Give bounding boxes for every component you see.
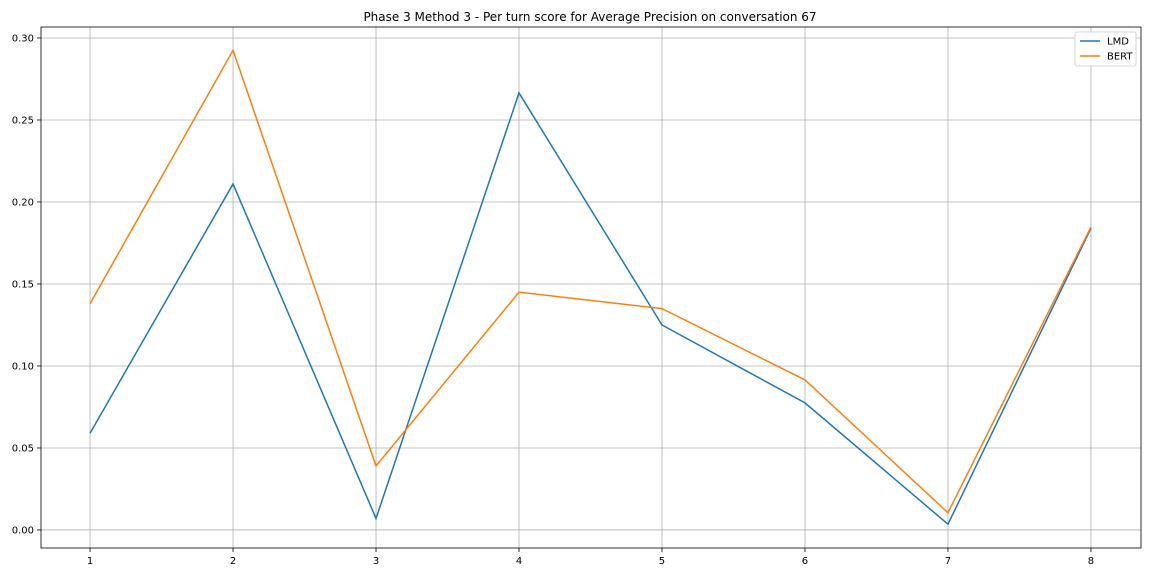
x-tick-label: 3 <box>373 556 379 567</box>
x-tick-label: 4 <box>516 556 522 567</box>
y-tick-label: 0.00 <box>12 525 34 536</box>
x-tick-label: 5 <box>659 556 665 567</box>
y-tick-label: 0.20 <box>12 197 34 208</box>
y-tick-label: 0.30 <box>12 33 34 44</box>
chart-title: Phase 3 Method 3 - Per turn score for Av… <box>363 10 816 24</box>
x-tick-label: 7 <box>945 556 951 567</box>
axis-ticks: 1 2 3 4 5 6 7 8 0.00 0.05 0.10 0.15 0.20 0.25 0.30 <box>12 33 1094 567</box>
y-tick-label: 0.05 <box>12 443 34 454</box>
y-tick-label: 0.25 <box>12 115 34 126</box>
legend-label: LMD <box>1107 37 1129 48</box>
legend-label: BERT <box>1107 52 1133 63</box>
series-line-lmd <box>89 91 1092 526</box>
plot-frame <box>40 26 1142 549</box>
y-tick-label: 0.10 <box>12 361 34 372</box>
series-lines <box>89 48 1092 526</box>
x-tick-label: 6 <box>802 556 808 567</box>
x-tick-label: 8 <box>1088 556 1094 567</box>
x-tick-label: 2 <box>230 556 236 567</box>
legend: LMD BERT <box>1074 31 1137 67</box>
y-tick-label: 0.15 <box>12 279 34 290</box>
x-tick-label: 1 <box>87 556 93 567</box>
grid <box>41 27 1141 548</box>
series-line-bert <box>89 48 1092 514</box>
